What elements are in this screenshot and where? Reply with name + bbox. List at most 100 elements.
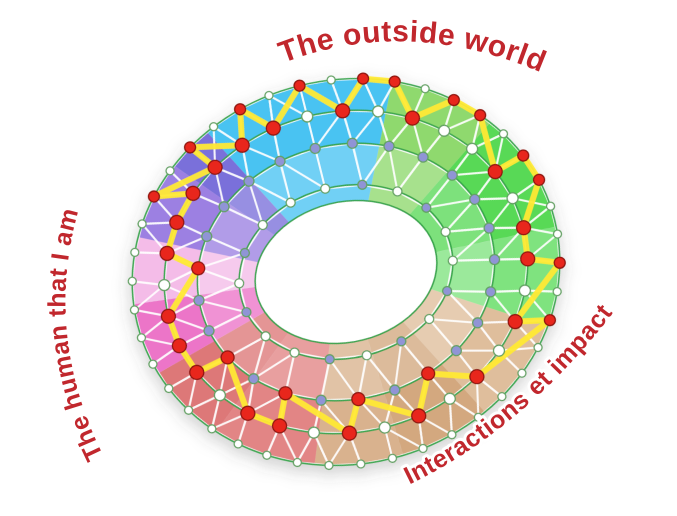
inner-band-highlight: [197, 143, 495, 401]
node: [164, 383, 174, 394]
node-active: [207, 159, 223, 175]
node: [483, 222, 495, 234]
node: [309, 142, 321, 155]
node-active: [271, 418, 288, 434]
node: [301, 110, 314, 123]
node: [441, 285, 453, 297]
node: [552, 286, 562, 297]
node: [417, 151, 429, 163]
node: [241, 307, 252, 318]
node: [183, 405, 194, 415]
label-human-that-i-am: The human that I am: [43, 205, 108, 465]
node: [518, 284, 532, 297]
node-active: [278, 386, 293, 401]
node-active: [447, 93, 460, 107]
node-active: [234, 137, 250, 153]
node: [292, 457, 302, 468]
node-active: [334, 103, 351, 119]
node: [361, 350, 372, 361]
node: [471, 317, 484, 329]
node-active: [515, 220, 532, 236]
node: [203, 325, 215, 337]
node-active: [171, 338, 188, 354]
node: [356, 459, 366, 469]
node-active: [159, 245, 175, 262]
node: [357, 179, 368, 190]
node-active: [183, 141, 197, 154]
node: [264, 90, 274, 101]
node: [383, 140, 395, 152]
node: [315, 394, 327, 406]
node: [378, 421, 391, 434]
node: [420, 84, 430, 94]
node-active: [421, 366, 436, 381]
node: [545, 201, 556, 211]
node-active: [553, 256, 566, 269]
node: [533, 342, 543, 353]
node: [497, 391, 507, 402]
node: [418, 443, 428, 454]
node-active: [240, 405, 256, 421]
node: [234, 278, 245, 289]
node-active: [160, 308, 177, 324]
node: [274, 155, 286, 167]
node: [257, 219, 268, 231]
node-active: [487, 163, 503, 180]
node-active: [185, 185, 201, 201]
donut-hole: [255, 200, 437, 344]
node: [129, 305, 140, 315]
node: [421, 202, 432, 213]
node: [218, 201, 230, 213]
node: [213, 389, 227, 402]
node: [438, 124, 451, 137]
node-active: [220, 350, 235, 365]
node-active: [351, 391, 366, 407]
node-active: [293, 79, 306, 92]
node-active: [233, 103, 247, 116]
node: [371, 105, 385, 118]
node-active: [404, 110, 421, 126]
node: [239, 247, 251, 259]
node-active: [473, 109, 487, 122]
node: [506, 192, 519, 205]
node: [484, 286, 497, 298]
node: [208, 122, 219, 132]
node-active: [532, 173, 546, 186]
node: [193, 294, 205, 307]
node: [136, 333, 147, 343]
node-active: [411, 408, 427, 424]
node: [552, 229, 563, 239]
node: [320, 183, 331, 194]
label-human-that-i-am-text: The human that I am: [40, 202, 111, 468]
node: [127, 276, 137, 286]
node: [440, 226, 451, 237]
node: [392, 186, 403, 197]
node: [158, 278, 171, 292]
node: [446, 169, 458, 181]
node-active: [356, 72, 370, 85]
node-active: [341, 425, 358, 441]
label-outside-world: The outside world: [274, 15, 551, 79]
ring-outline: [254, 199, 438, 345]
node-active: [507, 313, 523, 330]
node: [165, 166, 175, 176]
node-active: [191, 261, 206, 276]
node: [233, 439, 243, 449]
node: [396, 336, 407, 347]
node: [424, 313, 435, 325]
node: [289, 347, 300, 358]
node-active: [147, 190, 161, 203]
node: [243, 175, 255, 187]
node: [207, 424, 217, 434]
node-active: [543, 313, 557, 327]
node: [130, 247, 140, 258]
node: [326, 75, 336, 85]
node: [307, 426, 321, 439]
donut-wheel: [127, 72, 566, 471]
node-active: [169, 214, 185, 231]
node: [201, 230, 213, 243]
node: [465, 142, 479, 155]
label-outside-world-text: The outside world: [271, 12, 553, 82]
node: [285, 197, 296, 208]
